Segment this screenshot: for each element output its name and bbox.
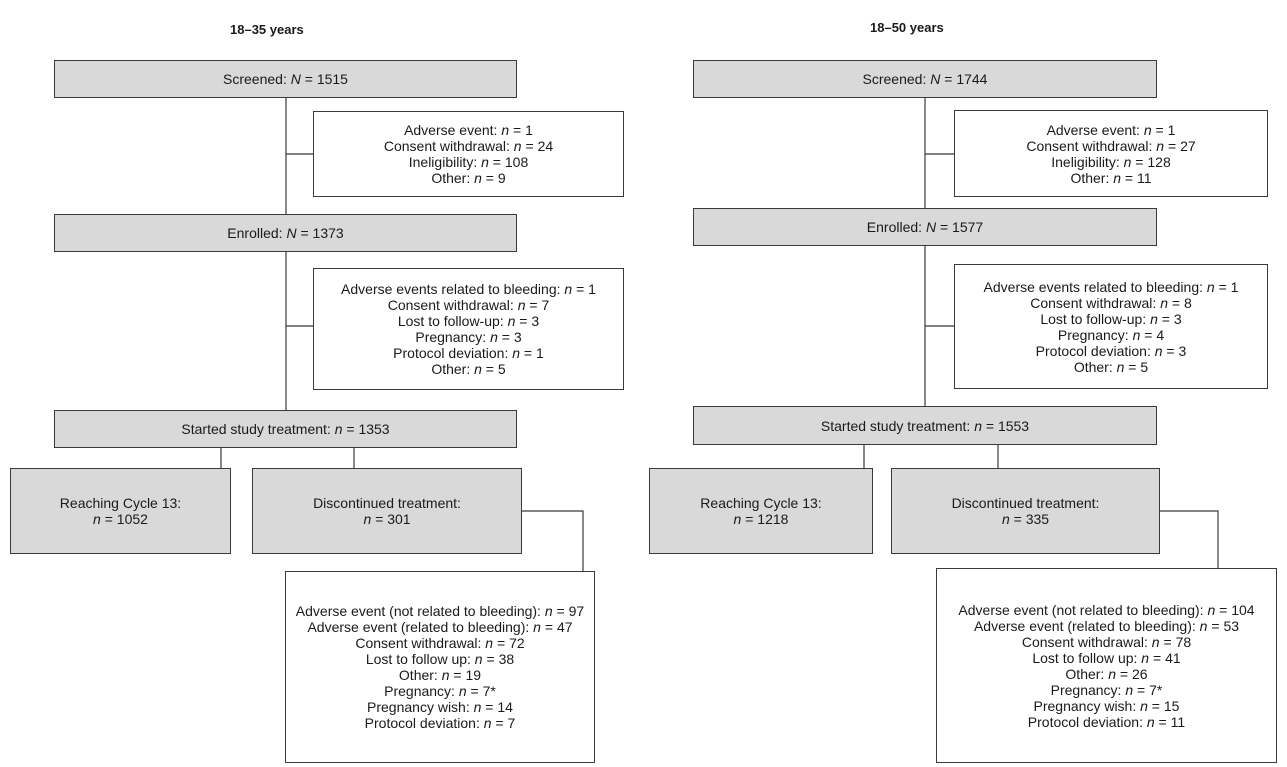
left-started-box: Started study treatment: n = 1353 xyxy=(54,410,517,448)
left-enrolled-count: Enrolled: N = 1373 xyxy=(227,225,344,241)
list-item: Ineligibility: n = 128 xyxy=(1051,153,1171,170)
list-item: Pregnancy: n = 7* xyxy=(1050,681,1163,698)
list-item: Other: n = 9 xyxy=(431,170,506,186)
list-item: Adverse events related to bleeding: n = … xyxy=(983,278,1239,295)
left-enroll-exclusions-list: Adverse events related to bleeding: n = … xyxy=(341,281,596,377)
list-item: Lost to follow up: n = 41 xyxy=(1032,649,1181,666)
list-item: Other: n = 5 xyxy=(1073,358,1149,375)
right-started-box: Started study treatment: n = 1553 xyxy=(693,406,1157,445)
right-discontinue-reasons-list: Adverse event (not related to bleeding):… xyxy=(958,602,1254,730)
right-column-heading: 18–50 years xyxy=(870,20,944,35)
left-discontinued-count: n = 301 xyxy=(363,511,411,527)
list-item: Lost to follow up: n = 38 xyxy=(365,651,515,667)
list-item: Other: n = 11 xyxy=(1070,169,1152,186)
right-screened-box: Screened: N = 1744 xyxy=(693,60,1157,98)
list-item: Consent withdrawal: n = 27 xyxy=(1026,137,1196,154)
list-item: Other: n = 26 xyxy=(1065,665,1148,682)
right-reaching-box: Reaching Cycle 13: n = 1218 xyxy=(649,468,873,554)
list-item: Adverse event: n = 1 xyxy=(1046,121,1176,138)
right-reaching-title: Reaching Cycle 13: xyxy=(700,495,822,511)
list-item: Adverse event (related to bleeding): n =… xyxy=(973,617,1240,634)
left-discontinued-title: Discontinued treatment: xyxy=(313,495,461,511)
list-item: Pregnancy wish: n = 14 xyxy=(367,699,513,715)
left-screen-exclusions-list: Adverse event: n = 1 Consent withdrawal: … xyxy=(384,122,553,186)
list-item: Consent withdrawal: n = 24 xyxy=(383,138,554,154)
right-enroll-exclusions-list: Adverse events related to bleeding: n = … xyxy=(984,279,1239,375)
left-reaching-box: Reaching Cycle 13: n = 1052 xyxy=(10,468,231,554)
left-reaching-count: n = 1052 xyxy=(93,511,148,527)
list-item: Consent withdrawal: n = 78 xyxy=(1021,633,1192,650)
right-enrolled-count: Enrolled: N = 1577 xyxy=(866,219,984,235)
left-discontinue-reasons-list: Adverse event (not related to bleeding):… xyxy=(296,603,584,731)
connector-discontinued-reasons-right xyxy=(1160,510,1219,568)
list-item: Adverse event (not related to bleeding):… xyxy=(295,603,585,619)
list-item: Pregnancy: n = 7* xyxy=(384,683,496,699)
right-screen-exclusions-box: Adverse event: n = 1 Consent withdrawal: … xyxy=(954,110,1268,197)
right-discontinued-title: Discontinued treatment: xyxy=(951,495,1100,511)
left-screened-count: Screened: N = 1515 xyxy=(223,71,348,87)
right-enroll-exclusions-box: Adverse events related to bleeding: n = … xyxy=(954,264,1268,389)
left-discontinue-reasons-box: Adverse event (not related to bleeding):… xyxy=(285,571,595,763)
right-reaching-count: n = 1218 xyxy=(733,511,789,527)
left-discontinued-box: Discontinued treatment: n = 301 xyxy=(252,468,522,554)
list-item: Adverse events related to bleeding: n = … xyxy=(341,281,596,297)
list-item: Adverse event (related to bleeding): n =… xyxy=(307,619,573,635)
list-item: Lost to follow-up: n = 3 xyxy=(397,313,540,329)
list-item: Protocol deviation: n = 3 xyxy=(1035,342,1187,359)
list-item: Ineligibility: n = 108 xyxy=(408,154,529,170)
right-discontinued-box: Discontinued treatment: n = 335 xyxy=(891,468,1160,554)
right-started-count: Started study treatment: n = 1553 xyxy=(820,417,1030,434)
left-screened-box: Screened: N = 1515 xyxy=(54,60,517,98)
right-screen-exclusions-list: Adverse event: n = 1 Consent withdrawal: … xyxy=(1026,122,1195,186)
connector-discontinued-reasons-left xyxy=(522,510,584,571)
list-item: Pregnancy: n = 4 xyxy=(1057,326,1165,343)
right-screened-count: Screened: N = 1744 xyxy=(862,71,988,87)
list-item: Protocol deviation: n = 11 xyxy=(1027,713,1186,730)
list-item: Other: n = 19 xyxy=(398,667,482,683)
left-column-heading: 18–35 years xyxy=(230,22,304,37)
list-item: Protocol deviation: n = 1 xyxy=(393,345,544,361)
list-item: Pregnancy wish: n = 15 xyxy=(1033,697,1180,714)
list-item: Consent withdrawal: n = 72 xyxy=(355,635,525,651)
list-item: Lost to follow-up: n = 3 xyxy=(1040,310,1182,327)
left-enrolled-box: Enrolled: N = 1373 xyxy=(54,214,517,252)
right-enrolled-box: Enrolled: N = 1577 xyxy=(693,208,1157,246)
list-item: Adverse event: n = 1 xyxy=(404,122,533,138)
left-started-count: Started study treatment: n = 1353 xyxy=(181,421,390,437)
left-enroll-exclusions-box: Adverse events related to bleeding: n = … xyxy=(313,268,624,390)
list-item: Consent withdrawal: n = 7 xyxy=(387,297,550,313)
list-item: Consent withdrawal: n = 8 xyxy=(1030,294,1192,311)
list-item: Protocol deviation: n = 7 xyxy=(364,715,516,731)
left-screen-exclusions-box: Adverse event: n = 1 Consent withdrawal: … xyxy=(313,111,624,197)
list-item: Adverse event (not related to bleeding):… xyxy=(958,601,1255,618)
list-item: Other: n = 5 xyxy=(431,361,506,377)
right-discontinued-count: n = 335 xyxy=(1001,511,1050,527)
list-item: Pregnancy: n = 3 xyxy=(415,329,522,345)
right-discontinue-reasons-box: Adverse event (not related to bleeding):… xyxy=(936,568,1277,763)
left-reaching-title: Reaching Cycle 13: xyxy=(59,495,182,511)
